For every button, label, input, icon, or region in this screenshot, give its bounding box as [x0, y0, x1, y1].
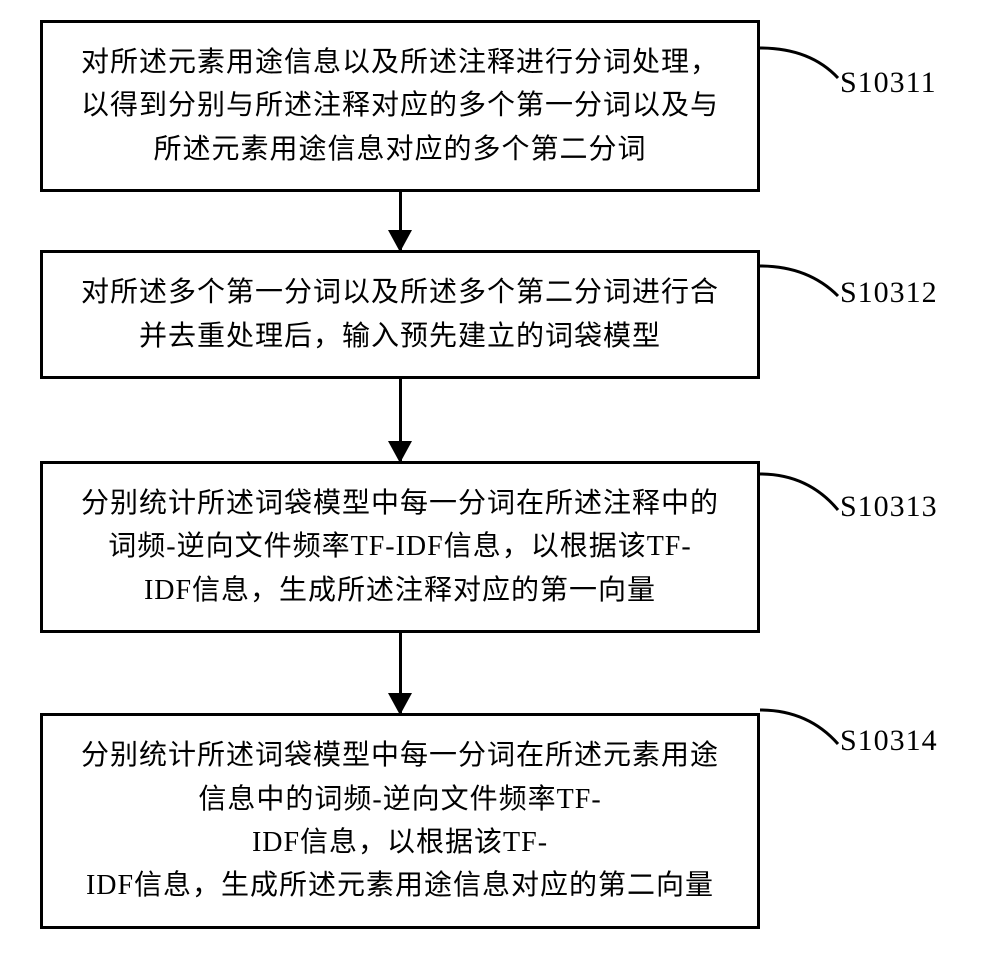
flow-node-2-text: 对所述多个第一分词以及所述多个第二分词进行合 并去重处理后，输入预先建立的词袋模… — [67, 271, 733, 358]
flow-node-3: 分别统计所述词袋模型中每一分词在所述注释中的 词频-逆向文件频率TF-IDF信息… — [40, 461, 760, 633]
step-label-3: S10313 — [840, 490, 938, 524]
flow-node-1: 对所述元素用途信息以及所述注释进行分词处理， 以得到分别与所述注释对应的多个第一… — [40, 20, 760, 192]
flow-node-4: 分别统计所述词袋模型中每一分词在所述元素用途 信息中的词频-逆向文件频率TF- … — [40, 713, 760, 929]
flow-node-4-text: 分别统计所述词袋模型中每一分词在所述元素用途 信息中的词频-逆向文件频率TF- … — [67, 734, 733, 908]
flow-node-2: 对所述多个第一分词以及所述多个第二分词进行合 并去重处理后，输入预先建立的词袋模… — [40, 250, 760, 379]
flowchart-container: 对所述元素用途信息以及所述注释进行分词处理， 以得到分别与所述注释对应的多个第一… — [40, 20, 960, 929]
flow-node-3-text: 分别统计所述词袋模型中每一分词在所述注释中的 词频-逆向文件频率TF-IDF信息… — [67, 482, 733, 612]
arrow-2 — [40, 379, 760, 461]
flow-node-1-text: 对所述元素用途信息以及所述注释进行分词处理， 以得到分别与所述注释对应的多个第一… — [67, 41, 733, 171]
step-label-4: S10314 — [840, 724, 938, 758]
step-label-1: S10311 — [840, 66, 937, 100]
arrow-3 — [40, 633, 760, 713]
arrow-1 — [40, 192, 760, 250]
step-label-2: S10312 — [840, 276, 938, 310]
